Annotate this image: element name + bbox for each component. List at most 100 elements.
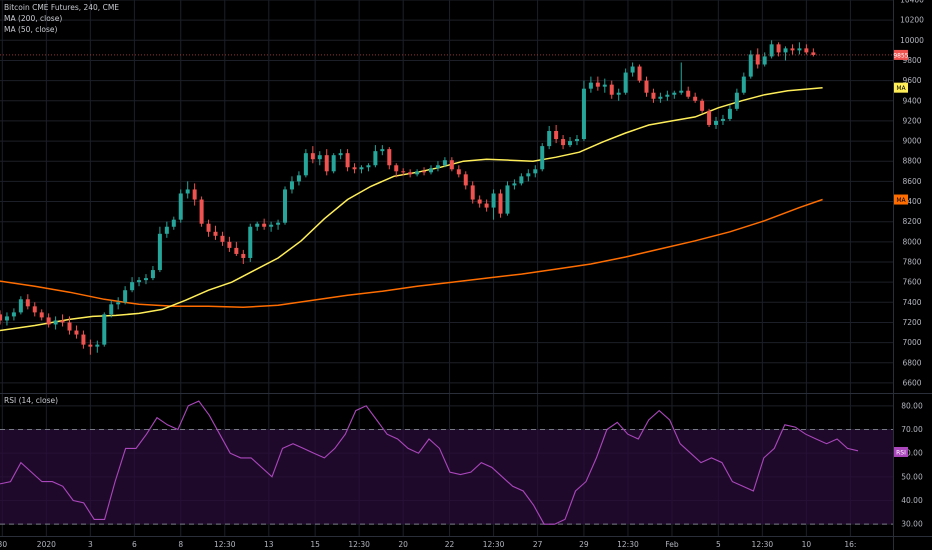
candle-body [199, 199, 204, 224]
time-tick-label: 12:30 [214, 540, 236, 549]
ma200-label-bg [894, 194, 908, 205]
candle-body [296, 175, 301, 182]
candle-body [116, 302, 121, 305]
candle-body [505, 185, 510, 214]
candle-body [651, 92, 656, 99]
candle-body [512, 183, 517, 186]
price-tick-label: 8200 [902, 217, 921, 226]
candle-body [317, 155, 322, 160]
candle-body [60, 320, 65, 323]
candle-body [727, 108, 732, 119]
candle-body [811, 52, 816, 55]
candle-body [359, 167, 364, 170]
candle-body [185, 189, 190, 194]
candle-body [289, 181, 294, 190]
candle-body [269, 224, 274, 227]
price-tick-label: 8000 [902, 237, 921, 246]
candle-body [637, 66, 642, 81]
time-tick-label: 12:30 [752, 540, 774, 549]
candle-body [248, 226, 253, 258]
price-tick-label: 9000 [902, 137, 921, 146]
ma50-label-bg [894, 82, 908, 93]
candle-body [373, 151, 378, 166]
candle-body [422, 171, 427, 173]
candle-body [178, 193, 183, 220]
candle-body [790, 48, 795, 51]
candle-body [463, 174, 468, 186]
rsi-tick-label: 50.00 [901, 472, 923, 481]
candle-body [310, 153, 315, 160]
candle-body [39, 312, 44, 318]
candle-body [533, 169, 538, 174]
candle-body [324, 155, 329, 172]
candle-body [470, 185, 475, 200]
candle-body [74, 330, 79, 335]
candle-body [213, 231, 218, 236]
candle-body [95, 344, 100, 347]
time-tick-label: 13 [264, 540, 274, 549]
candle-body [88, 344, 93, 347]
rsi-value-label-text: RSI [896, 449, 906, 456]
candle-body [658, 96, 663, 99]
candle-body [526, 173, 531, 177]
candle-body [755, 54, 760, 65]
last-price-label-bg [894, 49, 908, 60]
price-tick-label: 7400 [902, 298, 921, 307]
time-tick-label: 20 [398, 540, 408, 549]
time-tick-label: 2020 [37, 540, 56, 549]
candle-body [581, 88, 586, 140]
candle-body [783, 48, 788, 53]
candle-body [67, 322, 72, 331]
candle-body [630, 66, 635, 73]
candle-body [366, 165, 371, 168]
candle-body [477, 199, 482, 204]
candle-body [748, 54, 753, 77]
price-tick-label: 10400 [900, 0, 924, 5]
candle-body [143, 278, 148, 281]
price-tick-label: 8400 [902, 197, 921, 206]
candle-body [588, 82, 593, 89]
candle-body [700, 100, 705, 111]
price-tick-label: 9200 [902, 116, 921, 125]
ma200-label-text: MA [896, 197, 906, 204]
rsi-title: RSI (14, close) [4, 396, 59, 405]
candle-body [568, 141, 573, 146]
time-tick-label: 12:30 [348, 540, 370, 549]
rsi-tick-label: 60.00 [901, 449, 923, 458]
candle-body [623, 72, 628, 93]
price-tick-label: 9600 [902, 76, 921, 85]
time-tick-label: 27 [533, 540, 543, 549]
candle-body [11, 312, 16, 317]
candle-body [574, 139, 579, 142]
candle-body [123, 290, 128, 303]
candle-body [741, 76, 746, 93]
candle-body [192, 189, 197, 200]
candle-body [130, 282, 135, 291]
price-tick-label: 10200 [900, 16, 924, 25]
candle-body [616, 92, 621, 95]
candle-body [18, 299, 23, 313]
candle-body [686, 90, 691, 97]
time-tick-label: 8 [178, 540, 183, 549]
price-tick-label: 6800 [902, 358, 921, 367]
ma50-label-text: MA [896, 85, 906, 92]
rsi-tick-label: 80.00 [901, 401, 923, 410]
price-tick-label: 8800 [902, 157, 921, 166]
candle-body [547, 131, 552, 147]
candle-body [380, 149, 385, 152]
candle-body [352, 167, 357, 170]
time-tick-label: 3 [88, 540, 93, 549]
candle-body [679, 90, 684, 93]
candle-body [234, 247, 239, 254]
candle-body [714, 120, 719, 125]
time-tick-label: 29 [579, 540, 589, 549]
candle-body [220, 235, 225, 242]
candle-body [769, 44, 774, 57]
candle-body [491, 193, 496, 208]
candle-body [401, 171, 406, 173]
candle-body [137, 280, 142, 283]
candle-body [262, 223, 267, 227]
candle-body [644, 80, 649, 93]
rsi-line [0, 400, 859, 525]
rsi-tick-label: 40.00 [901, 496, 923, 505]
